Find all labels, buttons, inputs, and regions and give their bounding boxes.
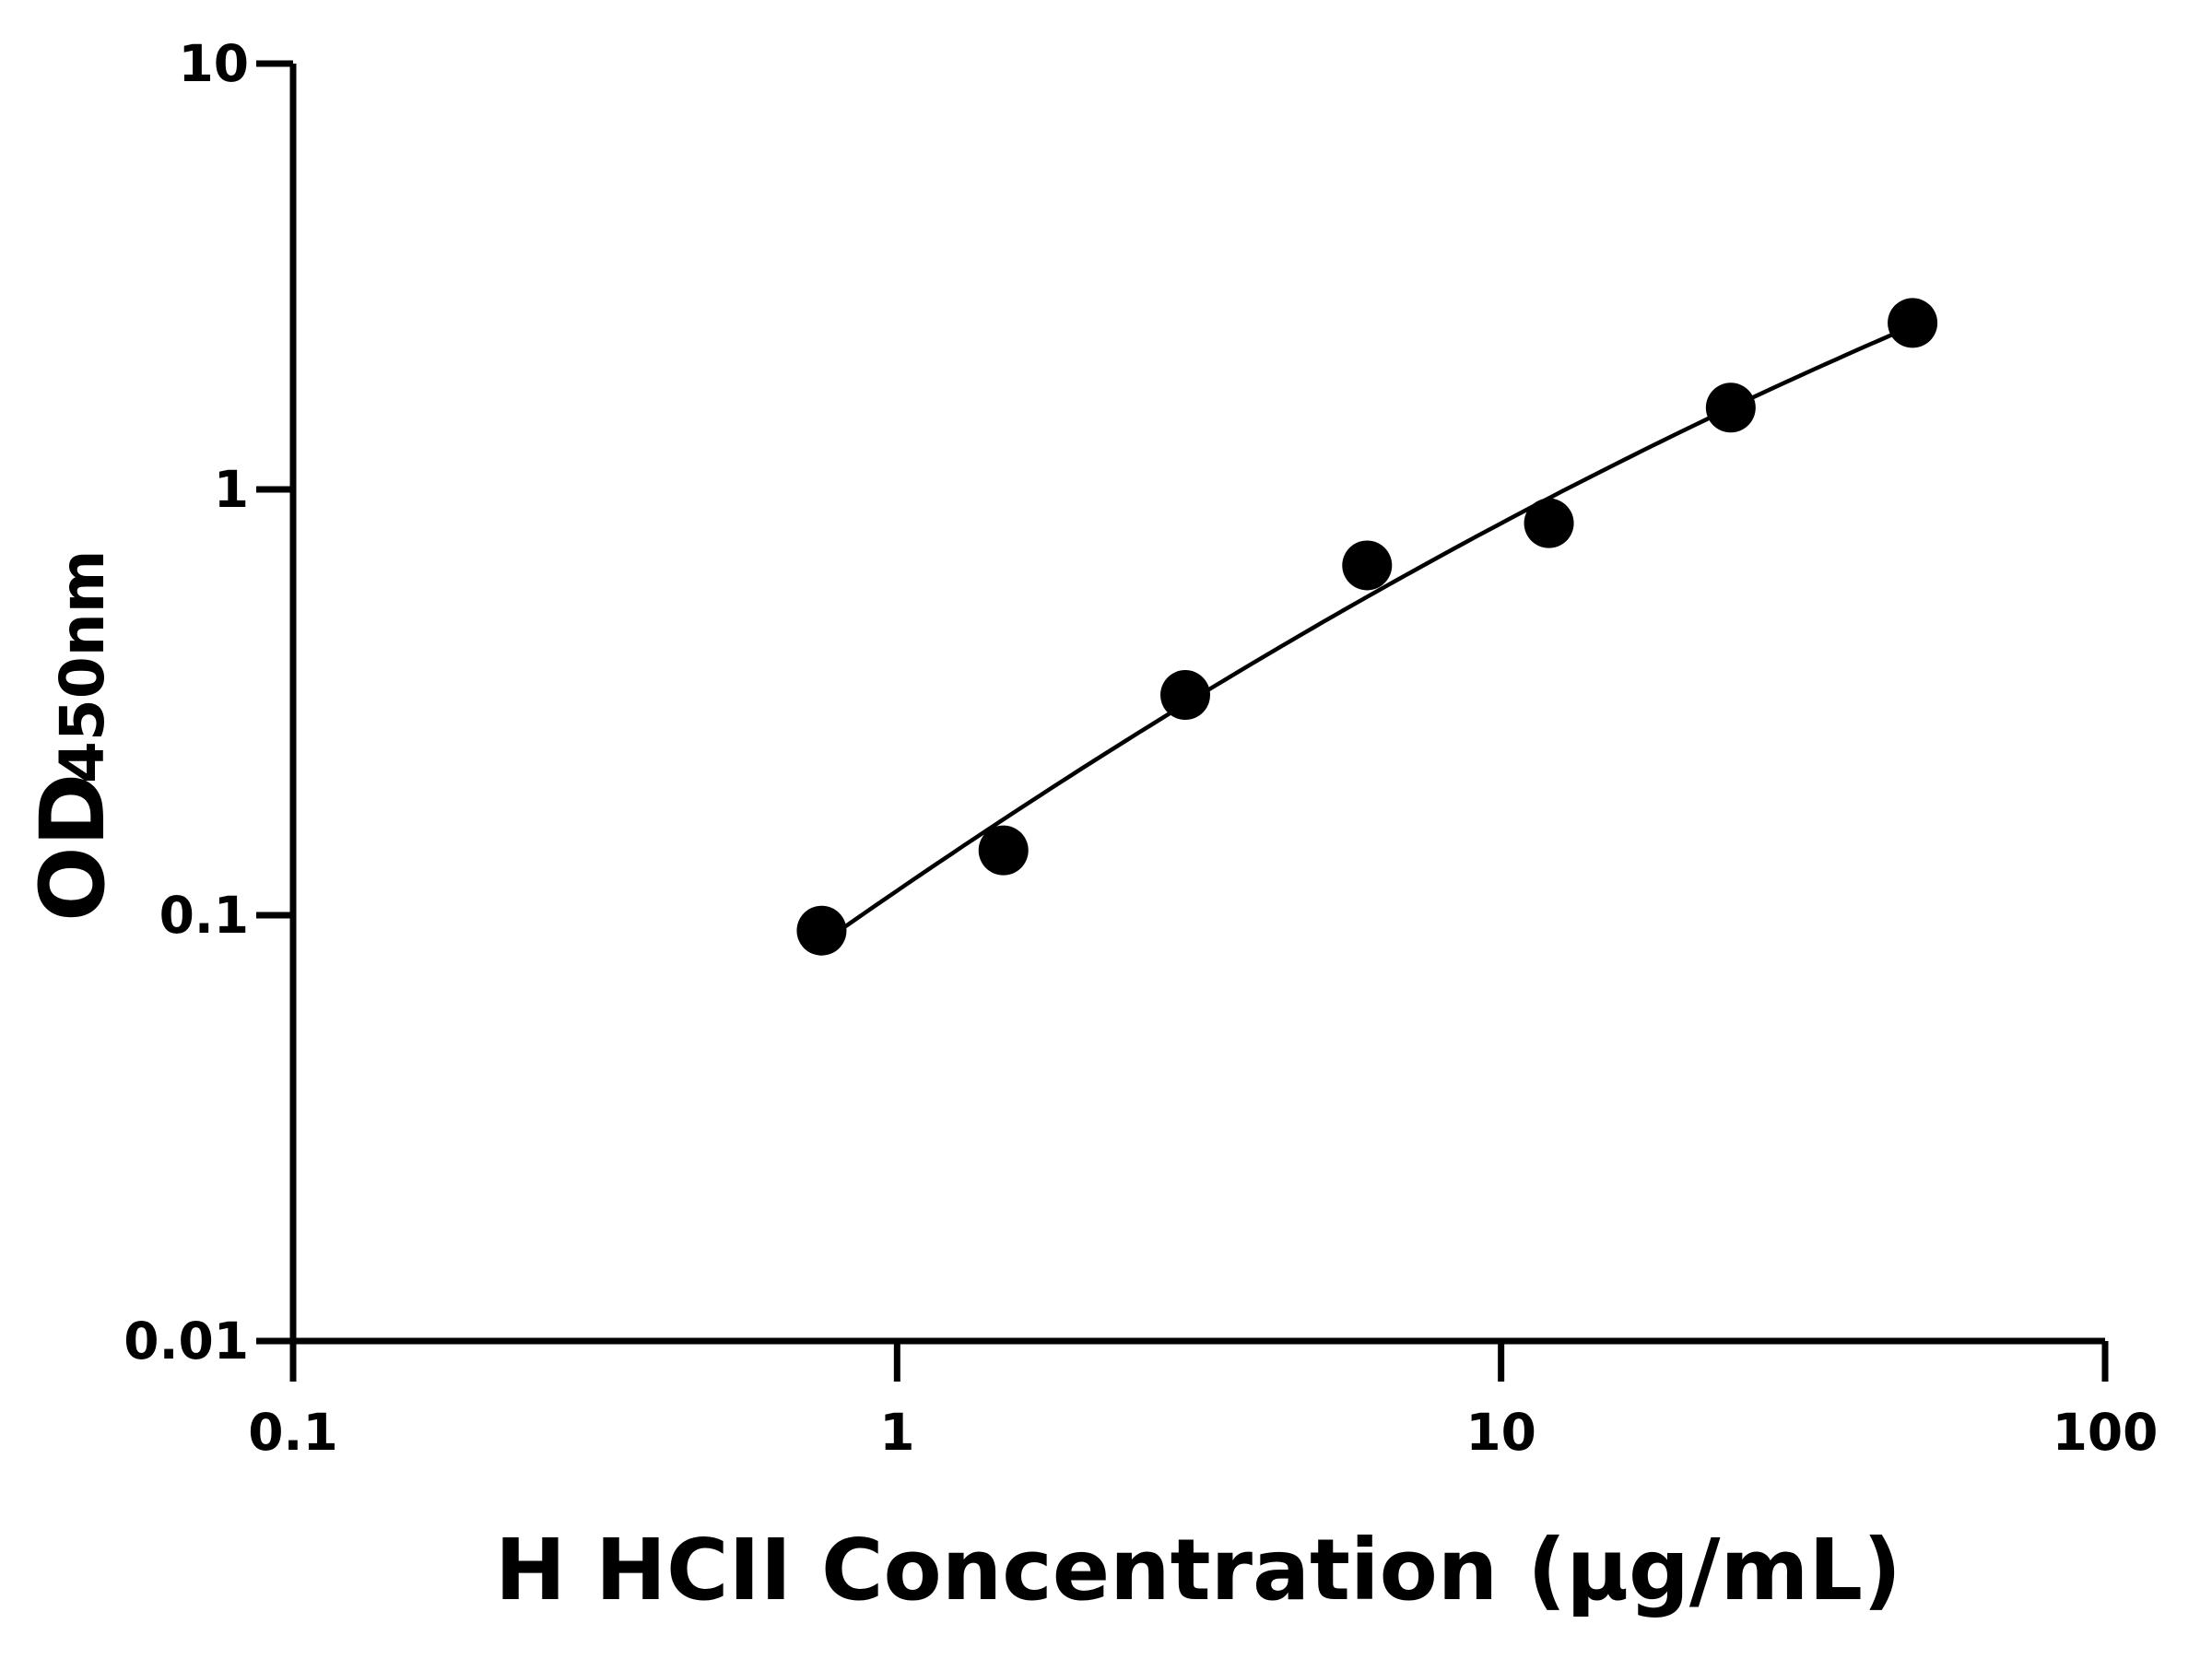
x-tick-label: 0.1 [248, 1403, 337, 1462]
data-point [1524, 498, 1574, 548]
y-tick-label: 10 [178, 34, 249, 93]
y-axis-label-main: OD [21, 773, 124, 922]
data-point [1705, 382, 1756, 433]
data-point [978, 825, 1029, 876]
data-point [796, 905, 847, 956]
y-axis-label-sub: 450nm [47, 549, 118, 783]
data-point [1160, 670, 1211, 721]
x-tick-label: 1 [879, 1403, 914, 1462]
y-tick-label: 0.1 [159, 886, 249, 945]
data-points [796, 298, 1938, 956]
data-point [1888, 298, 1938, 348]
x-tick-label: 10 [1465, 1403, 1536, 1462]
x-axis-label: H HCII Concentration (μg/mL) [495, 1521, 1901, 1619]
y-tick-label: 1 [214, 460, 249, 519]
y-axis-label: OD 450nm [21, 549, 124, 922]
y-tick-label: 0.01 [124, 1312, 249, 1371]
data-point [1342, 540, 1393, 591]
x-tick-label: 100 [2053, 1403, 2159, 1462]
axes: 0.01 0.1 1 10 0.1 1 10 100 [124, 34, 2158, 1462]
